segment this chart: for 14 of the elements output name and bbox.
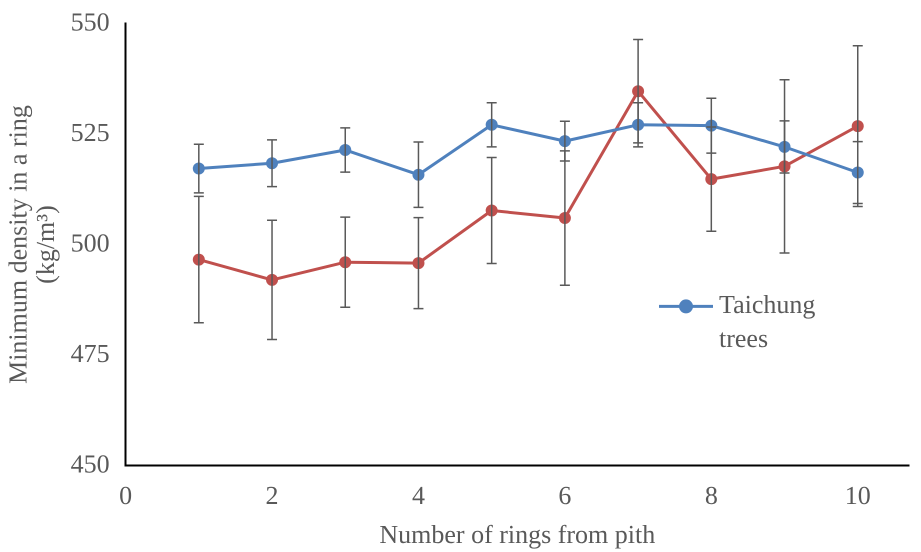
x-tick-label: 2 bbox=[266, 480, 279, 510]
y-tick-label: 450 bbox=[70, 449, 110, 478]
x-tick-label: 0 bbox=[119, 480, 132, 510]
legend-label: Taichung trees bbox=[719, 290, 816, 354]
y-tick-label: 475 bbox=[70, 338, 110, 368]
y-tick-label: 550 bbox=[70, 7, 110, 36]
x-tick-label: 4 bbox=[412, 480, 425, 510]
y-tick-label: 525 bbox=[70, 118, 110, 147]
x-tick-label: 8 bbox=[704, 480, 718, 510]
x-tick-label: 10 bbox=[844, 480, 871, 510]
y-axis-title: Minimum density in a ring (kg/m³) bbox=[3, 105, 60, 384]
y-tick-label: 500 bbox=[70, 228, 110, 258]
x-tick-label: 6 bbox=[558, 480, 572, 510]
x-axis-title: Number of rings from pith bbox=[379, 520, 656, 550]
